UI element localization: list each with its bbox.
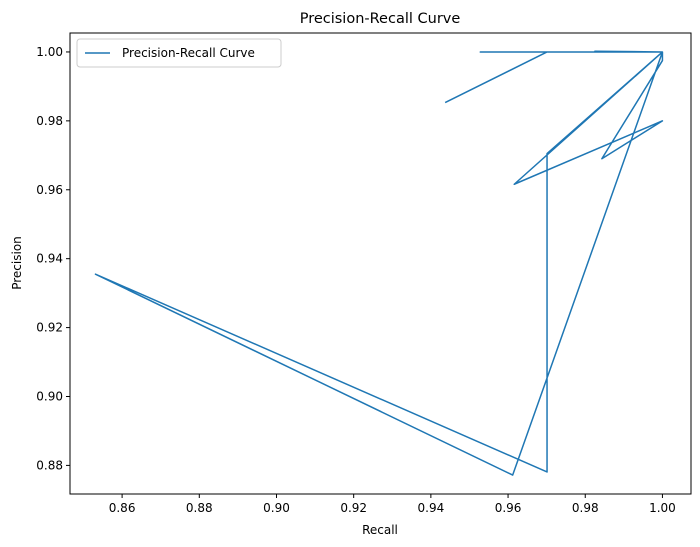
series-line-0: [94, 50, 664, 476]
y-tick-label: 0.92: [36, 321, 63, 335]
x-tick-label: 0.94: [418, 501, 445, 515]
legend: Precision-Recall Curve: [76, 38, 282, 68]
x-axis-label: Recall: [362, 523, 398, 537]
x-tick-label: 1.00: [649, 501, 676, 515]
x-tick-label: 0.96: [495, 501, 522, 515]
series-layer: [94, 50, 664, 476]
y-axis: 0.88 0.90 0.92 0.94 0.96 0.98 1.00: [36, 45, 70, 472]
x-tick-label: 0.98: [572, 501, 599, 515]
x-tick-label: 0.90: [263, 501, 290, 515]
legend-box: [76, 38, 282, 68]
x-tick-label: 0.88: [186, 501, 213, 515]
y-axis-label: Precision: [10, 236, 24, 290]
y-tick-label: 0.88: [36, 458, 63, 472]
chart-title: Precision-Recall Curve: [300, 11, 461, 27]
y-tick-label: 0.98: [36, 114, 63, 128]
x-axis: 0.86 0.88 0.90 0.92 0.94 0.96 0.98 1.00: [109, 494, 676, 515]
y-tick-label: 1.00: [36, 45, 63, 59]
legend-label: Precision-Recall Curve: [122, 46, 255, 60]
plot-frame: [69, 32, 692, 495]
y-tick-label: 0.94: [36, 252, 63, 266]
x-tick-label: 0.86: [109, 501, 136, 515]
y-tick-label: 0.90: [36, 389, 63, 403]
y-tick-label: 0.96: [36, 183, 63, 197]
x-tick-label: 0.92: [340, 501, 367, 515]
